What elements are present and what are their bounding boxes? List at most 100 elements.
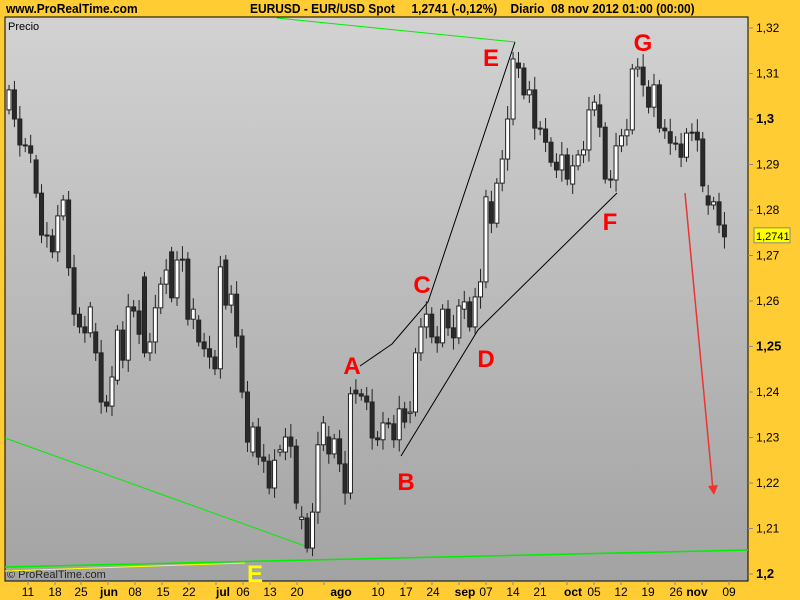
candle [71, 254, 77, 326]
candle-body-up [618, 135, 624, 147]
candle [310, 503, 316, 557]
candle-body-down [608, 178, 614, 181]
pattern-label-f: F [603, 209, 618, 236]
x-tick-label: 20 [290, 585, 304, 599]
candle [282, 428, 288, 461]
candle-body-up [109, 376, 115, 407]
candle-body-up [689, 131, 695, 134]
candle [402, 401, 408, 429]
candle-body-down [553, 161, 559, 171]
x-tick-label: ago [330, 585, 351, 599]
x-tick-label: 22 [182, 585, 196, 599]
candle [201, 332, 207, 357]
x-tick-label: jul [215, 585, 230, 599]
candle-body-down [564, 154, 570, 180]
candle [320, 415, 326, 452]
candle [60, 194, 66, 221]
candle-body-down [293, 445, 299, 504]
candle [39, 184, 45, 244]
candle [407, 401, 413, 424]
candle-body-down [385, 422, 391, 425]
candle [586, 96, 592, 162]
site-name[interactable]: www.ProRealTime.com [6, 1, 138, 16]
candle [488, 190, 494, 234]
candle-body-down [39, 192, 45, 236]
candle [364, 387, 370, 411]
y-tick-label: 1,26 [756, 294, 780, 308]
candle [223, 255, 229, 310]
candle [646, 80, 652, 114]
candle [608, 170, 614, 189]
y-tick-label: 1,29 [756, 158, 780, 172]
candle-body-down [223, 259, 229, 306]
candle [472, 287, 478, 336]
candle [82, 315, 88, 343]
candle [49, 228, 55, 259]
candle [694, 119, 700, 152]
plot-area[interactable] [4, 16, 749, 582]
y-tick-label: 1,24 [756, 385, 780, 399]
candle-body-up [711, 201, 717, 206]
candle-body-up [494, 182, 500, 224]
x-tick-label: 25 [74, 585, 88, 599]
candle [526, 80, 532, 103]
pattern-label-c: C [413, 272, 430, 299]
candle-body-down [543, 128, 549, 143]
yellow-trendline-bottom [4, 562, 246, 572]
candle-body-up [570, 165, 576, 185]
candle-body-up [315, 444, 321, 513]
candle-body-down [369, 401, 375, 439]
candle-body-up [510, 58, 516, 120]
candle-body-down [104, 401, 110, 407]
candle [423, 301, 429, 339]
candle [272, 449, 278, 498]
candle-body-down [326, 436, 332, 455]
y-axis[interactable]: 1,32 1,31 1,3 1,29 1,28 1,27 1,26 1,25 1,24 1,23 1… [748, 21, 791, 581]
candle [315, 431, 321, 524]
x-axis[interactable]: 11 18 25 jun 08 15 22 jul 06 13 20 ago 10 17 24 sep 07 14… [22, 581, 736, 599]
candle [548, 137, 554, 167]
candle [114, 325, 120, 385]
candle [532, 76, 538, 140]
candle [521, 63, 527, 100]
candle-body-up [423, 313, 429, 328]
candle-body-down [721, 224, 727, 238]
candle [640, 54, 646, 97]
candle-body-up [190, 308, 196, 320]
candle-body-down [694, 131, 700, 141]
candle-body-down [705, 195, 711, 206]
candle [461, 290, 467, 320]
candle [450, 314, 456, 350]
candle [358, 388, 364, 401]
candle-body-up [60, 199, 66, 217]
candle [169, 246, 175, 303]
candle [418, 317, 424, 361]
candle [244, 381, 250, 452]
candle [55, 204, 61, 262]
candle-body-up [472, 296, 478, 328]
candle [505, 106, 511, 171]
candle [369, 389, 375, 450]
candle-body-down [358, 393, 364, 397]
candle [575, 149, 581, 171]
candle [624, 118, 630, 146]
candle [17, 106, 23, 157]
pattern-label-d: D [477, 346, 494, 373]
candle [543, 118, 549, 153]
candle-body-down [678, 143, 684, 158]
candle [510, 51, 516, 126]
candle-body-down [488, 201, 494, 224]
candle-body-down [656, 84, 662, 129]
candle [434, 325, 440, 353]
candle-body-up [581, 149, 587, 156]
candle [597, 93, 603, 138]
candle [11, 80, 17, 128]
candle [288, 424, 294, 458]
channel-line-ace [359, 41, 516, 367]
candle [147, 332, 153, 361]
candle-body-down [136, 310, 142, 335]
candle-body-down [44, 234, 50, 237]
pattern-label-b: B [397, 469, 414, 496]
title-bar: www.ProRealTime.com EURUSD - EUR/USD Spo… [0, 0, 800, 17]
